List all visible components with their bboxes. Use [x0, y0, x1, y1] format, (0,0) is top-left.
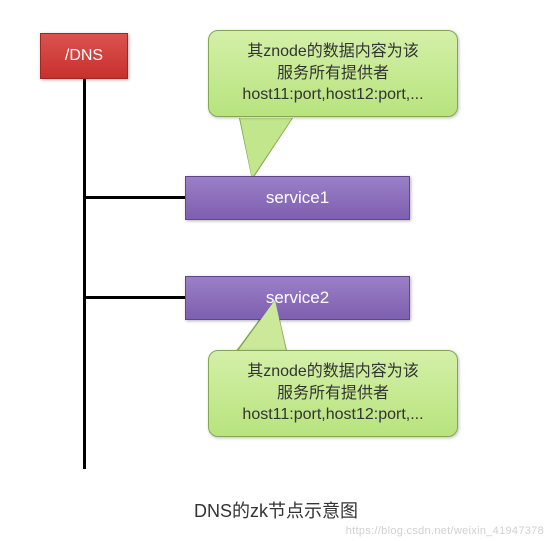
tree-hline-2 — [85, 296, 185, 299]
callout-1-line2: 服务所有提供者 — [217, 63, 449, 85]
tree-hline-1 — [85, 196, 185, 199]
callout-2-line3: host11:port,host12:port,... — [217, 404, 449, 426]
callout2-tail — [235, 300, 287, 355]
watermark: https://blog.csdn.net/weixin_41947378 — [346, 525, 544, 537]
callout-1-line1: 其znode的数据内容为该 — [217, 41, 449, 63]
tree-vertical-line — [83, 79, 86, 469]
callout-1: 其znode的数据内容为该 服务所有提供者 host11:port,host12… — [208, 30, 458, 117]
service-node-1: service1 — [185, 176, 410, 220]
callout-1-line3: host11:port,host12:port,... — [217, 84, 449, 106]
dns-zk-diagram: /DNS 其znode的数据内容为该 服务所有提供者 host11:port,h… — [0, 0, 552, 541]
callout-2: 其znode的数据内容为该 服务所有提供者 host11:port,host12… — [208, 350, 458, 437]
callout-2-line1: 其znode的数据内容为该 — [217, 361, 449, 383]
service-1-label: service1 — [266, 188, 329, 208]
service-node-2: service2 — [185, 276, 410, 320]
callout-2-line2: 服务所有提供者 — [217, 383, 449, 405]
callout1-tail — [240, 118, 292, 178]
root-node-label: /DNS — [65, 47, 103, 65]
root-node: /DNS — [40, 33, 128, 79]
diagram-caption: DNS的zk节点示意图 — [0, 497, 552, 523]
